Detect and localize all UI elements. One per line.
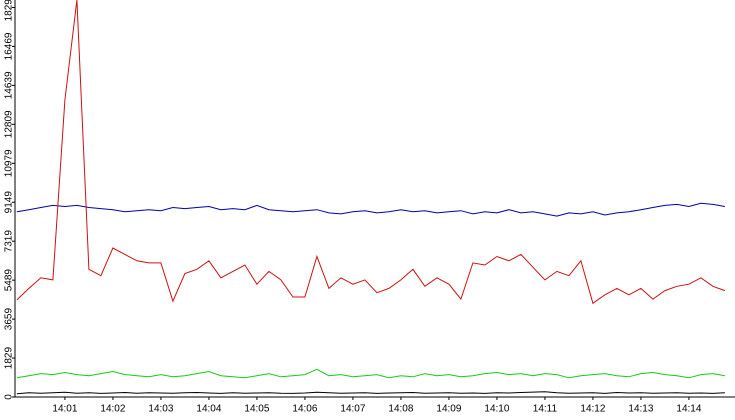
x-tick-label: 14:08 [388,404,413,415]
y-tick-label: 5489 [4,269,15,292]
y-tick-label: 18299 [4,0,15,21]
y-tick-label: 1829 [4,347,15,370]
y-tick-label: 14639 [4,71,15,99]
x-tick-label: 14:06 [292,404,317,415]
x-tick-label: 14:12 [580,404,605,415]
x-tick-label: 14:02 [100,404,125,415]
series-line [16,391,725,395]
x-tick-label: 14:05 [244,404,269,415]
x-tick-label: 14:09 [436,404,461,415]
x-tick-label: 14:11 [533,404,558,415]
x-tick-label: 14:03 [148,404,173,415]
x-tick-label: 14:14 [676,404,701,415]
y-tick-label: 9149 [4,191,15,214]
y-tick-label: 3659 [4,308,15,331]
y-tick-label: 16469 [4,32,15,60]
x-tick-label: 14:04 [196,404,221,415]
y-tick-label: 0 [4,394,15,400]
series-line [16,368,725,379]
y-tick-label: 7319 [4,230,15,253]
y-tick-label: 12809 [4,110,15,138]
y-tick-label: 10979 [4,149,15,177]
x-tick-label: 14:01 [52,404,77,415]
series-line [16,0,726,305]
x-tick-label: 14:10 [484,404,509,415]
series-line [16,202,725,217]
x-tick-label: 14:13 [628,404,653,415]
x-tick-label: 14:07 [340,404,365,415]
